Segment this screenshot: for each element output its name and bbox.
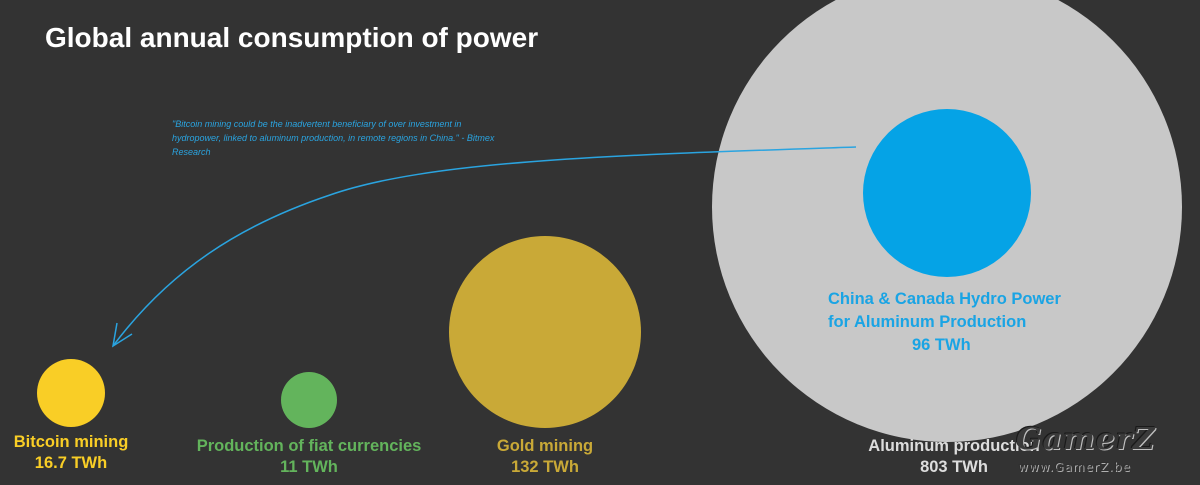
label-hydro-line2: for Aluminum Production [828, 313, 1027, 331]
bubble-bitcoin [37, 359, 105, 427]
label-fiat-name: Production of fiat currencies [196, 437, 422, 455]
annotation-arrowhead [111, 322, 133, 348]
label-aluminum: Aluminum production 803 TWh [852, 436, 1056, 478]
label-fiat-value: 11 TWh [280, 458, 338, 476]
label-gold: Gold mining 132 TWh [470, 436, 620, 478]
label-fiat: Production of fiat currencies 11 TWh [184, 436, 434, 478]
label-bitcoin-name: Bitcoin mining [13, 433, 129, 451]
label-gold-value: 132 TWh [511, 458, 579, 476]
label-aluminum-name: Aluminum production [868, 437, 1040, 455]
label-bitcoin-value: 16.7 TWh [34, 454, 108, 472]
bubble-fiat [281, 372, 337, 428]
annotation-arrow [112, 146, 857, 347]
label-gold-name: Gold mining [496, 437, 594, 455]
label-hydro-line1: China & Canada Hydro Power [828, 290, 1061, 308]
watermark-url: www.GamerZ.be [1018, 460, 1131, 474]
label-hydro-value: 96 TWh [912, 336, 971, 354]
chart-title: Global annual consumption of power [45, 22, 539, 53]
label-bitcoin: Bitcoin mining 16.7 TWh [8, 432, 134, 474]
watermark-logo: GamerZ [1016, 422, 1156, 457]
bubble-hydro [863, 109, 1031, 277]
label-aluminum-value: 803 TWh [920, 458, 988, 476]
annotation-quote: "Bitcoin mining could be the inadvertent… [172, 119, 495, 157]
bubble-gold [449, 236, 641, 428]
label-hydro: China & Canada Hydro Power for Aluminum … [828, 288, 1061, 357]
